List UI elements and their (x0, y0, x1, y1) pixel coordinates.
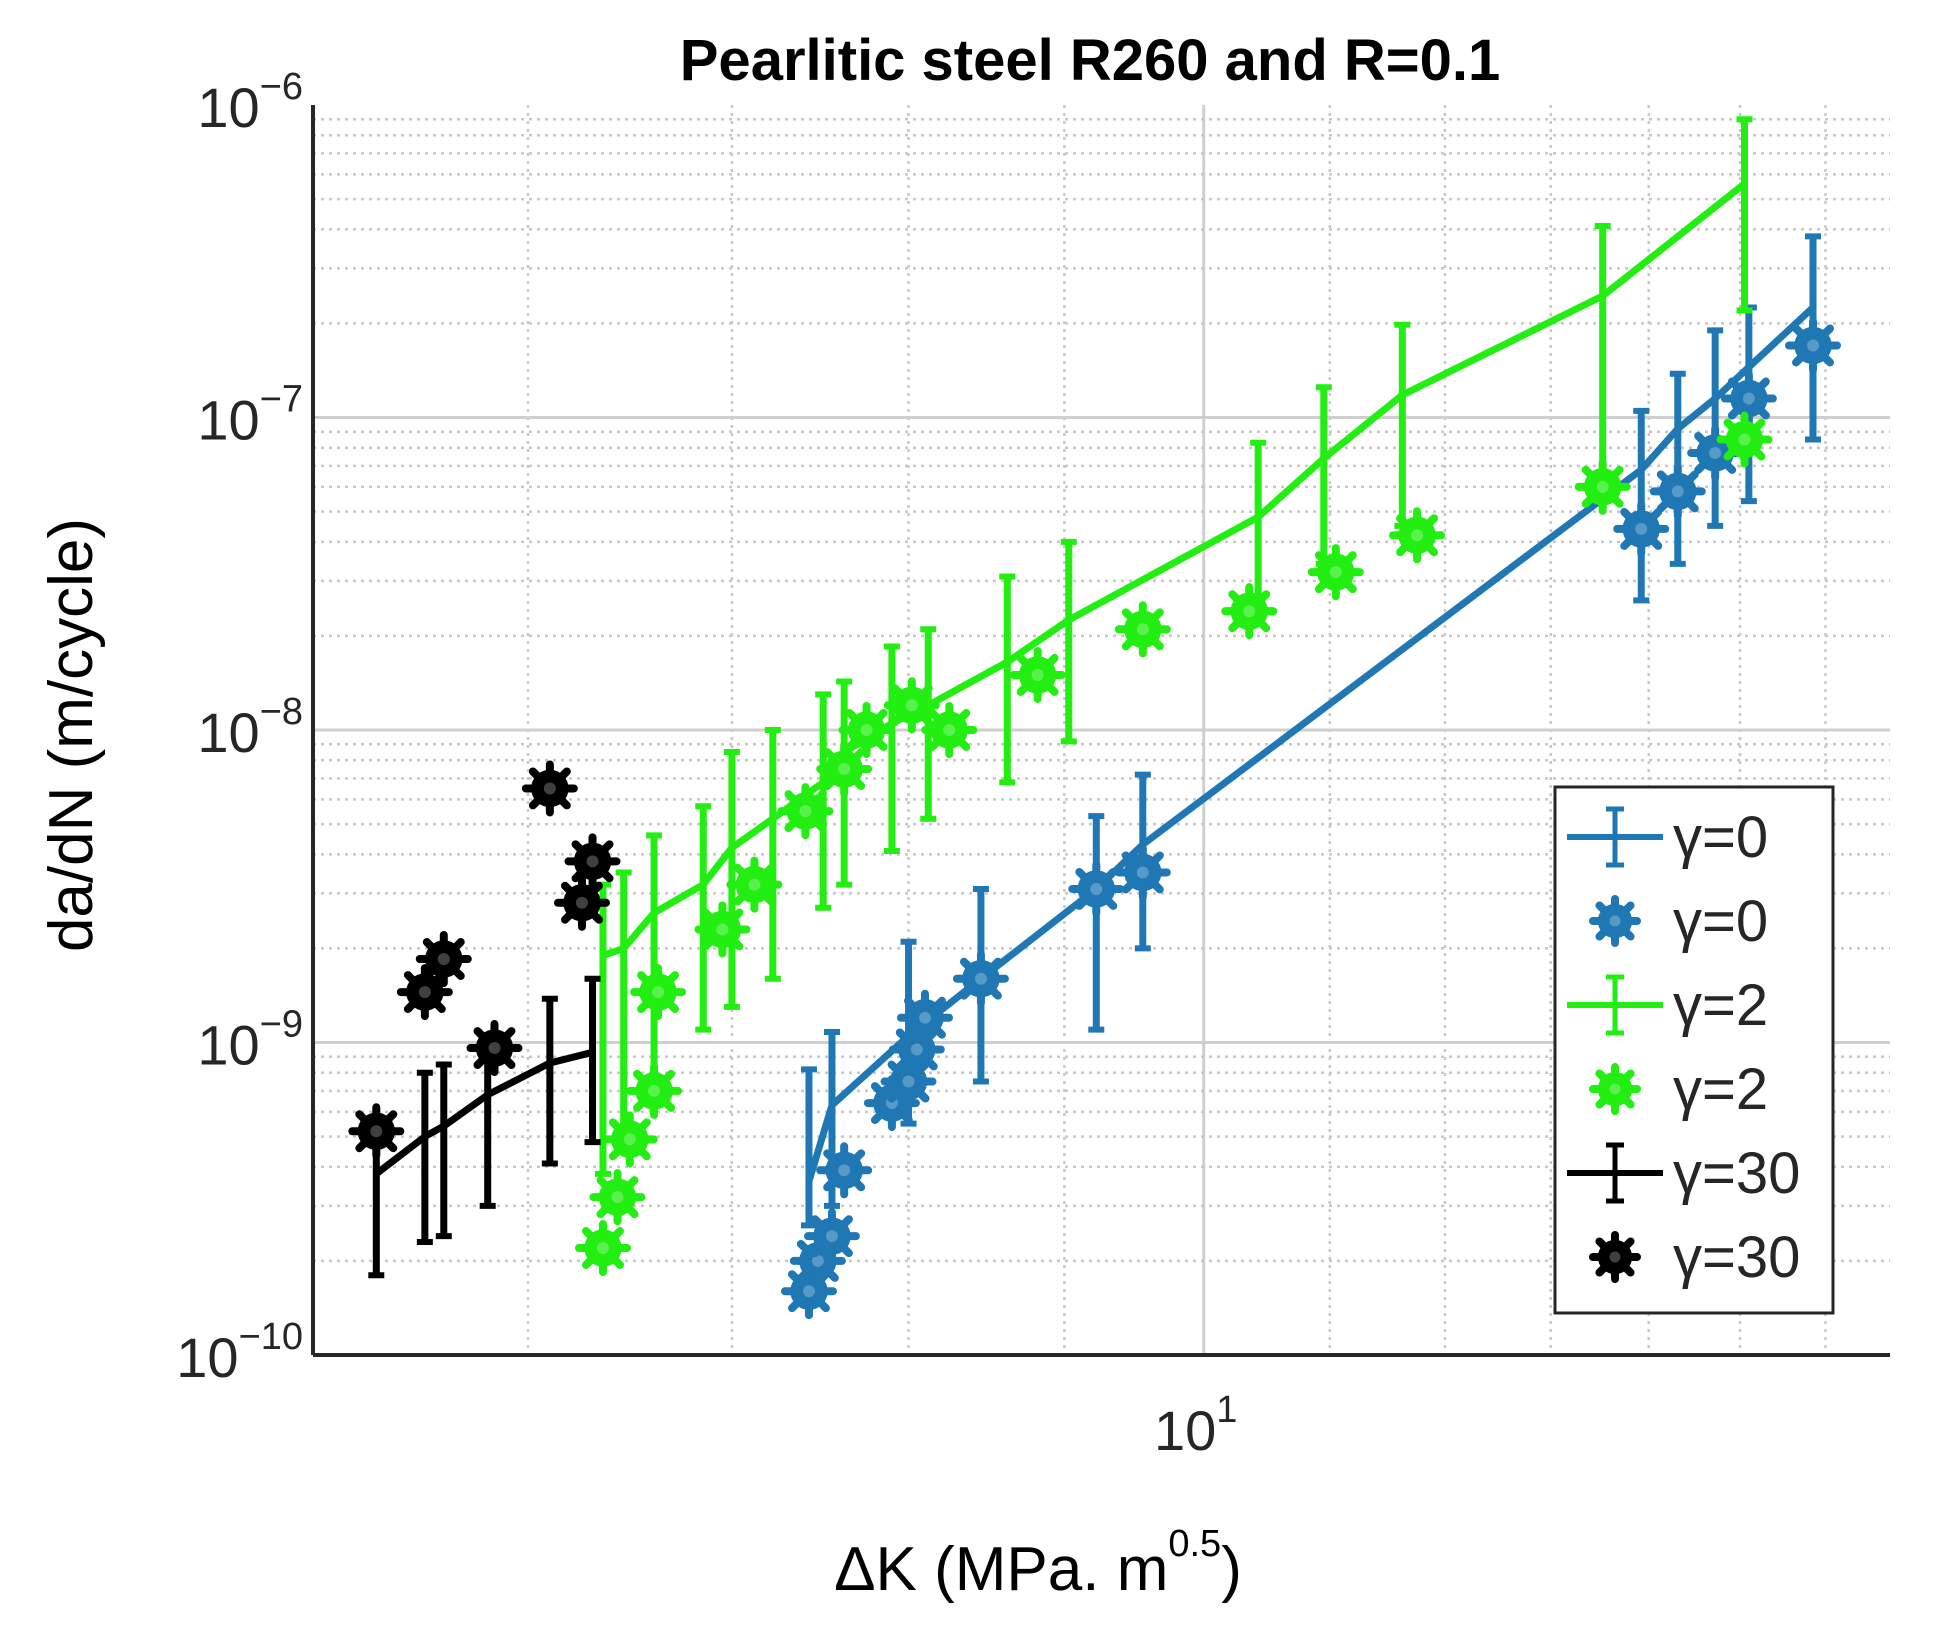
data-point (415, 931, 472, 988)
x-tick-base: 10 (1154, 1399, 1216, 1462)
data-point (883, 677, 940, 734)
y-tick-exponent: −8 (260, 691, 303, 733)
axes (311, 105, 1890, 1357)
legend: γ=0 γ=0 γ=2 γ=2 γ=30 γ=30 (1553, 785, 1835, 1315)
data-point (1716, 411, 1773, 468)
data-point (521, 760, 578, 817)
y-tick-base: 10 (197, 1014, 259, 1077)
data-point (816, 1142, 873, 1199)
data-point (1114, 601, 1171, 658)
legend-marker (1589, 895, 1641, 947)
data-point (553, 874, 610, 931)
marker-series-2 (348, 760, 621, 1160)
fit-line (374, 1048, 594, 1177)
y-tick-base: 10 (197, 76, 259, 139)
y-axis-label: da/dN (m/cycle) (37, 518, 106, 952)
data-point (1720, 370, 1777, 427)
data-point (1784, 317, 1841, 374)
y-tick-label: 10−6 (197, 66, 303, 139)
data-point (838, 702, 895, 758)
x-axis-label-tail: ) (1221, 1535, 1242, 1604)
data-point (1221, 583, 1278, 640)
data-point (1114, 844, 1171, 901)
y-tick-base: 10 (197, 389, 259, 452)
data-point (1009, 646, 1066, 703)
data-point (952, 950, 1009, 1007)
legend-label: γ=2 (1673, 973, 1768, 1038)
legend-label: γ=30 (1673, 1141, 1800, 1206)
data-point (626, 1062, 683, 1119)
y-tick-label: 10−8 (197, 691, 303, 764)
y-tick-base: 10 (197, 701, 259, 764)
marker-series (348, 317, 1841, 1320)
data-point (348, 1103, 405, 1160)
legend-label: γ=30 (1673, 1225, 1800, 1290)
data-point (694, 901, 751, 958)
legend-entry: γ=2 (1567, 973, 1768, 1038)
fit-series-2 (368, 975, 601, 1279)
legend-label: γ=2 (1673, 1057, 1768, 1122)
legend-entry: γ=2 (1589, 1057, 1768, 1122)
y-tick-label: 10−9 (197, 1004, 303, 1077)
data-point (564, 833, 621, 890)
legend-box (1553, 785, 1835, 1315)
y-tick-exponent: −6 (260, 66, 303, 108)
legend-entry: γ=0 (1589, 889, 1768, 954)
data-point (466, 1020, 523, 1077)
marker-series-1 (574, 411, 1773, 1276)
data-point (921, 702, 978, 758)
y-tick-label: 10−7 (197, 379, 303, 452)
data-point (1574, 458, 1631, 515)
x-tick-exponent: 1 (1216, 1389, 1237, 1431)
data-point (589, 1169, 646, 1226)
x-tick-label: 101 (1154, 1389, 1237, 1462)
legend-label: γ=0 (1673, 805, 1768, 870)
marker-series-0 (780, 317, 1841, 1320)
y-tick-exponent: −9 (260, 1004, 303, 1046)
data-point (1613, 500, 1670, 557)
data-point (630, 964, 687, 1021)
data-point (601, 1111, 658, 1168)
data-point (816, 741, 873, 798)
legend-entry: γ=30 (1567, 1141, 1800, 1206)
x-axis-label-sup: 0.5 (1168, 1523, 1221, 1565)
chart-title: Pearlitic steel R260 and R=0.1 (680, 28, 1501, 93)
data-point (896, 989, 953, 1046)
data-point (1389, 507, 1446, 564)
y-tick-exponent: −7 (260, 379, 303, 421)
data-point (777, 783, 834, 840)
y-tick-base: 10 (176, 1326, 238, 1389)
x-axis-label: ΔK (MPa. m0.5) (834, 1523, 1242, 1604)
legend-entry: γ=0 (1567, 805, 1768, 870)
x-axis-label-main: ΔK (MPa. m (834, 1535, 1168, 1604)
legend-marker (1589, 1231, 1641, 1283)
data-point (1068, 860, 1125, 917)
data-point (1649, 463, 1706, 520)
y-tick-label: 10−10 (176, 1316, 303, 1389)
data-point (803, 1208, 860, 1265)
legend-marker (1589, 1063, 1641, 1115)
data-point (574, 1219, 631, 1276)
data-point (726, 856, 783, 913)
data-point (1307, 544, 1364, 601)
y-tick-exponent: −10 (239, 1316, 303, 1358)
legend-entry: γ=30 (1589, 1225, 1800, 1290)
legend-label: γ=0 (1673, 889, 1768, 954)
